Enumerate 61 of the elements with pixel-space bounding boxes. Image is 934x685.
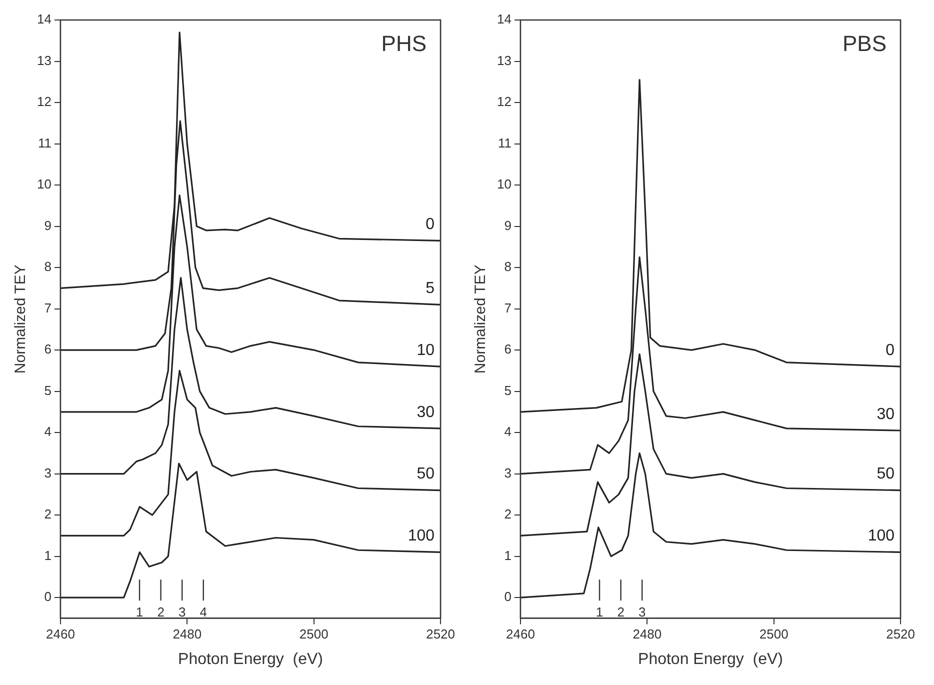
y-tick-label: 7	[44, 300, 52, 316]
y-tick-label: 10	[496, 176, 512, 192]
y-tick-label: 2	[504, 506, 512, 522]
series-label: 10	[416, 342, 435, 359]
y-tick-label: 0	[44, 589, 52, 604]
y-tick-label: 9	[44, 218, 52, 233]
series-label: 50	[876, 466, 895, 483]
x-axis-title: Photon Energy (eV)	[178, 650, 323, 668]
y-tick-label: 0	[504, 589, 512, 604]
y-tick-label: 1	[504, 548, 512, 563]
x-tick-label: 2520	[886, 626, 915, 642]
y-tick-label: 9	[504, 218, 512, 233]
text: PBS	[842, 31, 887, 56]
text: PHS	[381, 31, 427, 56]
y-tick-label: 8	[44, 259, 52, 274]
annotation: 3	[638, 604, 646, 620]
series-label: 0	[886, 342, 895, 359]
x-tick-label: 2480	[632, 626, 662, 642]
y-tick-label: 11	[498, 135, 512, 150]
y-tick-label: 5	[504, 382, 512, 398]
x-tick-label: 2520	[426, 626, 455, 642]
y-tick-label: 10	[36, 176, 52, 192]
annotation: 1	[596, 604, 604, 620]
y-tick-label: 12	[496, 94, 512, 110]
series-label: 0	[426, 216, 435, 234]
y-tick-label: 6	[44, 342, 52, 357]
y-tick-label: 1	[44, 548, 52, 563]
annotation: 1	[136, 604, 144, 620]
y-tick-label: 5	[44, 382, 52, 398]
series-label: 100	[868, 528, 895, 545]
y-tick-label: 2	[44, 506, 52, 522]
annotation: 2	[617, 604, 624, 620]
y-tick-label: 4	[44, 424, 52, 440]
x-tick-label: 2480	[172, 626, 202, 642]
y-tick-label: 13	[36, 52, 52, 68]
x-tick-label: 2500	[299, 626, 328, 642]
y-tick-label: 4	[504, 424, 512, 440]
series-label: 5	[426, 280, 435, 298]
y-tick-label: 8	[504, 259, 512, 274]
x-tick-label: 2500	[759, 626, 788, 642]
y-tick-label: 3	[44, 465, 52, 480]
y-tick-label: 14	[36, 12, 52, 27]
x-tick-label: 2460	[46, 626, 75, 642]
x-axis-title: Photon Energy (eV)	[638, 650, 783, 668]
annotation: 4	[200, 604, 207, 620]
y-tick-label: 14	[496, 12, 512, 27]
series-label: 30	[876, 406, 895, 423]
y-tick-label: 3	[504, 465, 512, 480]
y-tick-label: 13	[496, 52, 512, 68]
annotation: 2	[157, 604, 164, 620]
y-tick-label: 6	[504, 342, 512, 357]
y-tick-label: 7	[504, 300, 512, 316]
y-tick-label: 12	[36, 94, 52, 110]
y-axis-title: Normalized TEY	[472, 264, 490, 374]
annotation: 3	[178, 604, 186, 620]
series-label: 30	[416, 404, 435, 421]
series-label: 100	[408, 528, 435, 545]
y-tick-label: 11	[38, 135, 52, 150]
series-label: 50	[416, 466, 435, 483]
y-axis-title: Normalized TEY	[12, 264, 30, 374]
x-tick-label: 2460	[506, 626, 535, 642]
